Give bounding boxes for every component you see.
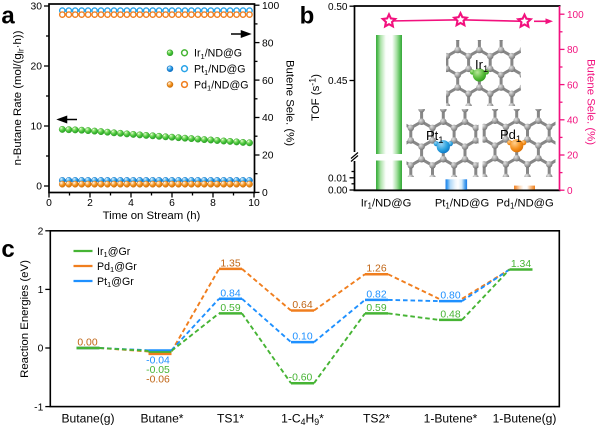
svg-text:0.00: 0.00 bbox=[77, 337, 97, 348]
svg-text:1: 1 bbox=[38, 285, 44, 296]
svg-text:40: 40 bbox=[262, 113, 274, 124]
svg-text:0.80: 0.80 bbox=[440, 291, 460, 302]
svg-text:Pt1/ND@G: Pt1/ND@G bbox=[194, 64, 246, 77]
svg-text:40: 40 bbox=[567, 116, 579, 127]
svg-text:0.59: 0.59 bbox=[366, 303, 386, 314]
svg-text:Reaction Energies (eV): Reaction Energies (eV) bbox=[19, 260, 31, 378]
svg-text:2: 2 bbox=[38, 227, 44, 238]
svg-text:TS1*: TS1* bbox=[217, 411, 244, 425]
svg-text:80: 80 bbox=[567, 45, 579, 56]
svg-text:10: 10 bbox=[248, 198, 260, 209]
svg-text:6: 6 bbox=[169, 198, 175, 209]
svg-text:20: 20 bbox=[31, 62, 43, 73]
svg-text:-0.05: -0.05 bbox=[146, 365, 170, 376]
svg-text:0.00: 0.00 bbox=[328, 186, 348, 197]
svg-text:0.64: 0.64 bbox=[292, 300, 312, 311]
svg-text:1-Butene(g): 1-Butene(g) bbox=[493, 411, 557, 425]
svg-text:0: 0 bbox=[36, 182, 42, 193]
svg-text:1-Butene*: 1-Butene* bbox=[424, 411, 478, 425]
svg-text:2: 2 bbox=[87, 198, 93, 209]
svg-text:0: 0 bbox=[262, 188, 268, 199]
svg-text:Pd1: Pd1 bbox=[500, 127, 521, 145]
svg-text:0: 0 bbox=[46, 198, 52, 209]
svg-text:8: 8 bbox=[210, 198, 216, 209]
svg-text:100: 100 bbox=[262, 1, 279, 12]
svg-text:-0.06: -0.06 bbox=[146, 375, 170, 386]
svg-text:TOF (s-1): TOF (s-1) bbox=[308, 74, 323, 121]
svg-text:Pd1@Gr: Pd1@Gr bbox=[97, 261, 137, 274]
svg-text:c: c bbox=[1, 236, 14, 263]
svg-text:Butene Sele. (%): Butene Sele. (%) bbox=[585, 59, 597, 145]
svg-text:Time on Stream (h): Time on Stream (h) bbox=[103, 210, 201, 222]
svg-text:0: 0 bbox=[38, 344, 44, 355]
svg-text:20: 20 bbox=[262, 151, 274, 162]
svg-text:60: 60 bbox=[262, 76, 274, 87]
svg-text:Pd1/ND@G: Pd1/ND@G bbox=[194, 79, 248, 92]
svg-text:Pt1@Gr: Pt1@Gr bbox=[97, 276, 134, 289]
svg-text:0.45: 0.45 bbox=[328, 76, 348, 87]
svg-text:10: 10 bbox=[31, 122, 43, 133]
svg-text:1.26: 1.26 bbox=[366, 264, 386, 275]
svg-text:a: a bbox=[1, 3, 15, 30]
svg-text:60: 60 bbox=[567, 80, 579, 91]
svg-text:0.10: 0.10 bbox=[292, 332, 312, 343]
svg-text:0.84: 0.84 bbox=[220, 288, 240, 299]
svg-text:0.48: 0.48 bbox=[440, 309, 460, 320]
svg-text:20: 20 bbox=[567, 151, 579, 162]
svg-text:0: 0 bbox=[567, 186, 573, 197]
svg-text:4: 4 bbox=[128, 198, 134, 209]
svg-text:Butene Sele. (%): Butene Sele. (%) bbox=[284, 60, 296, 146]
svg-text:-0.60: -0.60 bbox=[289, 373, 313, 384]
svg-text:-0.04: -0.04 bbox=[146, 356, 170, 367]
svg-text:1.34: 1.34 bbox=[511, 259, 531, 270]
svg-text:0.82: 0.82 bbox=[366, 289, 386, 300]
svg-text:30: 30 bbox=[31, 2, 43, 13]
svg-text:0.59: 0.59 bbox=[220, 303, 240, 314]
svg-text:b: b bbox=[300, 3, 315, 30]
svg-text:Butane(g): Butane(g) bbox=[61, 411, 114, 425]
svg-text:TS2*: TS2* bbox=[363, 411, 390, 425]
svg-text:Pt1/ND@G: Pt1/ND@G bbox=[435, 197, 489, 210]
svg-text:1-C4H9*: 1-C4H9* bbox=[281, 411, 324, 427]
svg-text:-1: -1 bbox=[34, 402, 43, 413]
svg-text:Pd1/ND@G: Pd1/ND@G bbox=[496, 197, 553, 210]
svg-text:Ir1/ND@G: Ir1/ND@G bbox=[361, 197, 412, 210]
svg-text:Ir1/ND@G: Ir1/ND@G bbox=[194, 48, 242, 61]
svg-text:0.50: 0.50 bbox=[328, 2, 348, 13]
svg-text:0.01: 0.01 bbox=[328, 174, 348, 185]
svg-text:Ir1@Gr: Ir1@Gr bbox=[97, 246, 131, 259]
svg-text:n-Butane Rate (mol/(gIr·h)): n-Butane Rate (mol/(gIr·h)) bbox=[12, 30, 26, 165]
svg-text:Butane*: Butane* bbox=[140, 411, 183, 425]
svg-text:100: 100 bbox=[567, 10, 584, 21]
svg-text:1.35: 1.35 bbox=[220, 258, 240, 269]
svg-text:80: 80 bbox=[262, 38, 274, 49]
